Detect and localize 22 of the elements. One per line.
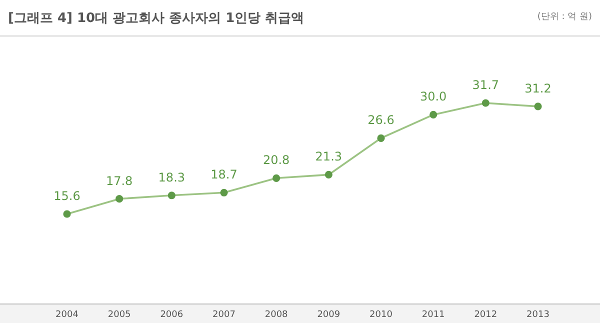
data-label: 17.8 bbox=[106, 174, 133, 188]
data-label: 21.3 bbox=[315, 150, 342, 164]
x-tick: 2007 bbox=[212, 310, 236, 320]
data-label: 20.8 bbox=[262, 153, 290, 168]
x-tick: 2009 bbox=[317, 310, 340, 320]
x-tick: 2013 bbox=[526, 310, 550, 320]
x-tick: 2004 bbox=[56, 310, 78, 320]
annotation: (단위 : 억 원) bbox=[537, 12, 592, 22]
x-tick: 2010 bbox=[370, 310, 392, 320]
x-tick: 2006 bbox=[160, 310, 184, 320]
data-label: 30.0 bbox=[420, 90, 447, 104]
data-label: 18.3 bbox=[158, 170, 186, 184]
data-label: 15.6 bbox=[54, 189, 80, 203]
x-tick: 2005 bbox=[108, 310, 131, 320]
data-label: 31.7 bbox=[472, 78, 500, 92]
x-tick: 2011 bbox=[422, 310, 445, 320]
x-tick: 2012 bbox=[474, 310, 498, 320]
data-label: 18.7 bbox=[210, 168, 238, 182]
x-tick: 2008 bbox=[264, 310, 288, 320]
data-label: 26.6 bbox=[368, 113, 394, 128]
title: [그래프 4] 10대 광고회사 종사자의 1인당 취급액 bbox=[8, 11, 304, 26]
data-label: 31.2 bbox=[524, 81, 552, 96]
